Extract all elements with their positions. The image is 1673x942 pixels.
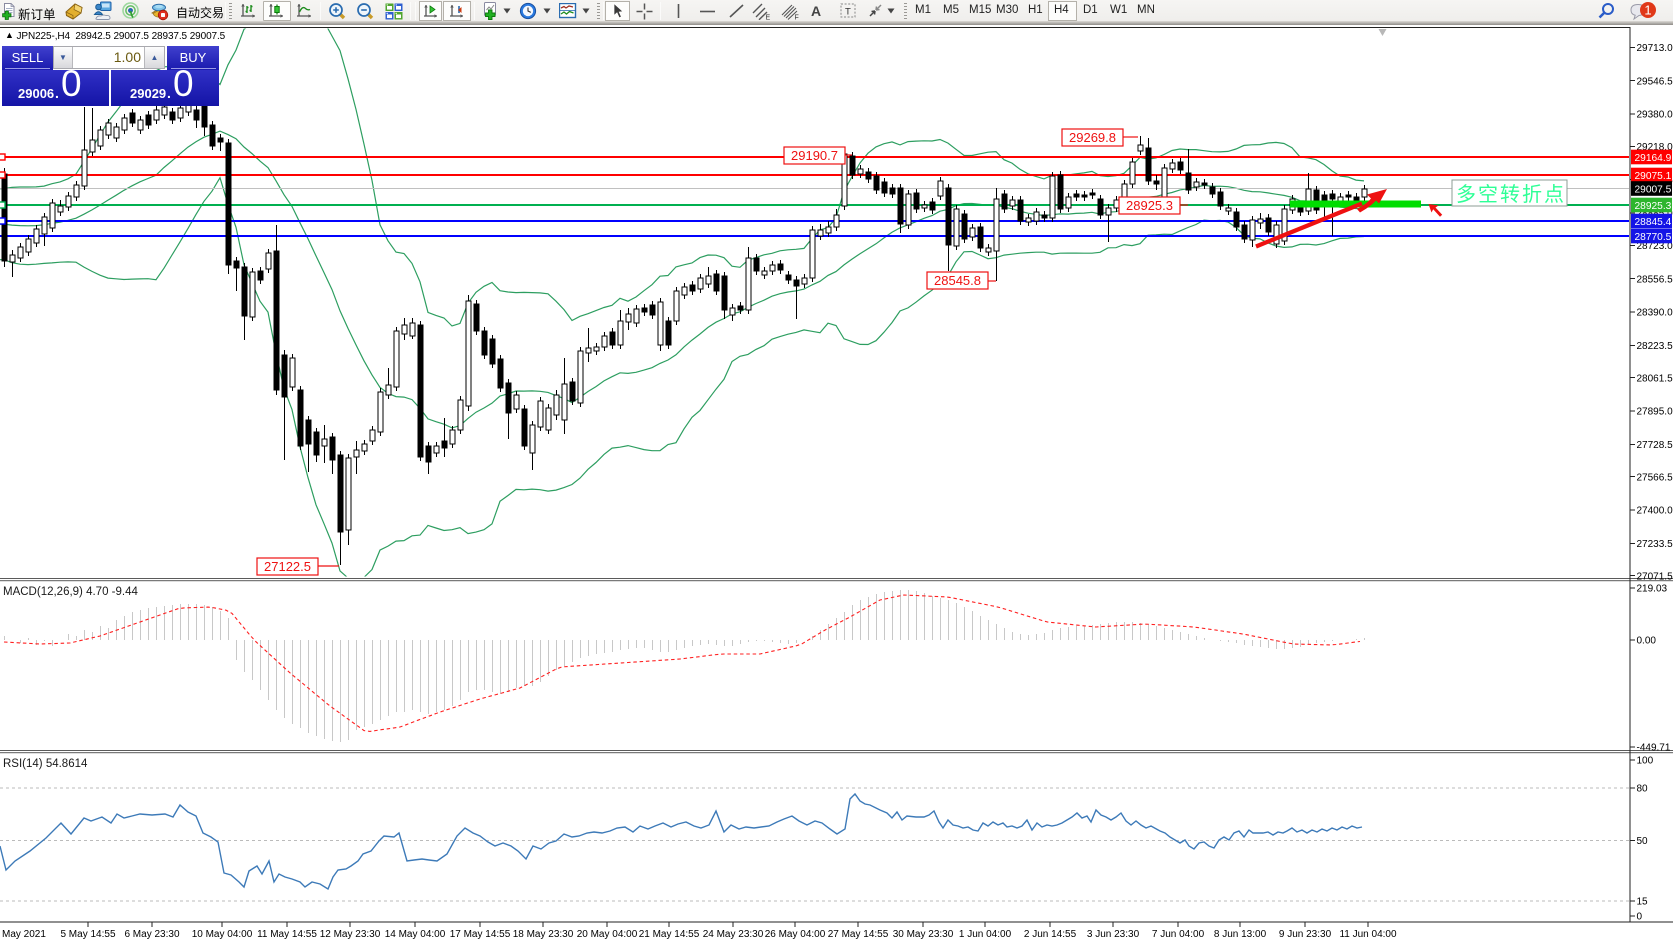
svg-text:0.00: 0.00 bbox=[1637, 636, 1657, 647]
svg-text:10 May 04:00: 10 May 04:00 bbox=[192, 929, 253, 940]
svg-text:3 Jun 23:30: 3 Jun 23:30 bbox=[1087, 929, 1140, 940]
svg-text:27122.5: 27122.5 bbox=[264, 559, 311, 574]
svg-text:28845.4: 28845.4 bbox=[1635, 217, 1672, 228]
svg-text:27400.0: 27400.0 bbox=[1637, 506, 1673, 517]
svg-text:29269.8: 29269.8 bbox=[1069, 130, 1116, 145]
svg-text:1: 1 bbox=[1644, 3, 1651, 18]
svg-text:27 May 14:55: 27 May 14:55 bbox=[828, 929, 889, 940]
svg-text:28390.0: 28390.0 bbox=[1637, 308, 1673, 319]
svg-text:RSI(14) 54.8614: RSI(14) 54.8614 bbox=[3, 758, 88, 770]
svg-text:17 May 14:55: 17 May 14:55 bbox=[450, 929, 511, 940]
svg-text:100: 100 bbox=[1637, 756, 1654, 767]
svg-text:27895.0: 27895.0 bbox=[1637, 407, 1673, 418]
svg-text:27071.5: 27071.5 bbox=[1637, 571, 1673, 582]
svg-text:2 Jun 14:55: 2 Jun 14:55 bbox=[1024, 929, 1077, 940]
svg-text:MACD(12,26,9) 4.70 -9.44: MACD(12,26,9) 4.70 -9.44 bbox=[3, 586, 138, 598]
svg-text:28925.3: 28925.3 bbox=[1635, 201, 1672, 212]
svg-text:6 May 23:30: 6 May 23:30 bbox=[124, 929, 179, 940]
svg-text:29164.9: 29164.9 bbox=[1635, 153, 1672, 164]
svg-text:21 May 14:55: 21 May 14:55 bbox=[639, 929, 700, 940]
svg-text:29380.0: 29380.0 bbox=[1637, 110, 1673, 121]
svg-text:1 Jun 04:00: 1 Jun 04:00 bbox=[959, 929, 1012, 940]
svg-text:29713.0: 29713.0 bbox=[1637, 43, 1673, 54]
svg-text:5 May 14:55: 5 May 14:55 bbox=[60, 929, 115, 940]
svg-text:7 Jun 04:00: 7 Jun 04:00 bbox=[1152, 929, 1205, 940]
svg-text:50: 50 bbox=[1637, 836, 1649, 847]
svg-text:28223.5: 28223.5 bbox=[1637, 341, 1673, 352]
svg-text:11 May 14:55: 11 May 14:55 bbox=[257, 929, 317, 940]
svg-text:15: 15 bbox=[1637, 897, 1649, 908]
svg-text:28723.0: 28723.0 bbox=[1637, 241, 1673, 252]
svg-text:27233.5: 27233.5 bbox=[1637, 539, 1673, 550]
svg-text:-449.71: -449.71 bbox=[1637, 743, 1671, 754]
svg-text:24 May 23:30: 24 May 23:30 bbox=[703, 929, 764, 940]
svg-text:多空转折点: 多空转折点 bbox=[1456, 183, 1566, 206]
svg-text:28556.5: 28556.5 bbox=[1637, 274, 1673, 285]
svg-text:30 May 23:30: 30 May 23:30 bbox=[893, 929, 954, 940]
svg-text:18 May 23:30: 18 May 23:30 bbox=[513, 929, 574, 940]
svg-text:28925.3: 28925.3 bbox=[1126, 198, 1173, 213]
svg-text:26 May 04:00: 26 May 04:00 bbox=[765, 929, 826, 940]
svg-text:29190.7: 29190.7 bbox=[791, 148, 838, 163]
svg-text:12 May 23:30: 12 May 23:30 bbox=[320, 929, 381, 940]
svg-text:E: E bbox=[766, 15, 771, 21]
svg-text:T: T bbox=[845, 7, 851, 18]
svg-text:20 May 04:00: 20 May 04:00 bbox=[577, 929, 638, 940]
svg-text:29218.0: 29218.0 bbox=[1637, 142, 1673, 153]
svg-text:May 2021: May 2021 bbox=[2, 929, 46, 940]
svg-text:80: 80 bbox=[1637, 784, 1649, 795]
svg-text:11 Jun 04:00: 11 Jun 04:00 bbox=[1339, 929, 1397, 940]
svg-text:29007.5: 29007.5 bbox=[1635, 184, 1672, 195]
svg-text:29546.5: 29546.5 bbox=[1637, 76, 1673, 87]
svg-text:28545.8: 28545.8 bbox=[934, 273, 981, 288]
svg-text:219.03: 219.03 bbox=[1637, 584, 1668, 595]
svg-text:8 Jun 13:00: 8 Jun 13:00 bbox=[1214, 929, 1267, 940]
svg-text:29075.1: 29075.1 bbox=[1635, 171, 1672, 182]
svg-text:27728.5: 27728.5 bbox=[1637, 440, 1673, 451]
svg-text:14 May 04:00: 14 May 04:00 bbox=[385, 929, 446, 940]
svg-text:9 Jun 23:30: 9 Jun 23:30 bbox=[1279, 929, 1332, 940]
svg-text:27566.5: 27566.5 bbox=[1637, 472, 1673, 483]
svg-text:0: 0 bbox=[1637, 912, 1643, 923]
svg-text:F: F bbox=[795, 15, 799, 21]
svg-text:28770.5: 28770.5 bbox=[1635, 232, 1672, 243]
svg-text:28061.5: 28061.5 bbox=[1637, 373, 1673, 384]
